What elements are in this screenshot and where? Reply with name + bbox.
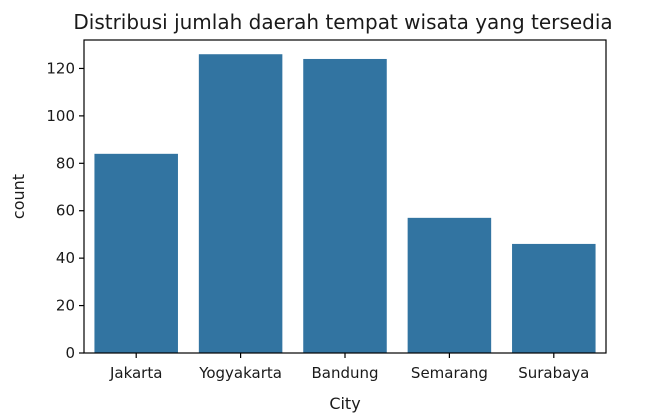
y-tick-label: 40 xyxy=(56,249,75,267)
bar-surabaya xyxy=(512,243,596,353)
bar-yogyakarta xyxy=(198,54,283,354)
bar-jakarta xyxy=(94,153,178,353)
y-tick-label: 0 xyxy=(65,344,75,362)
y-tick-label: 100 xyxy=(46,107,75,125)
x-axis-ticks: Jakarta Yogyakarta Bandung Semarang Surabaya xyxy=(109,353,589,382)
chart-title: Distribusi jumlah daerah tempat wisata y… xyxy=(73,10,612,34)
bar-bandung xyxy=(303,58,387,353)
plot-frame xyxy=(83,39,607,354)
x-axis-label: City xyxy=(329,394,360,413)
bars-group xyxy=(94,54,596,354)
x-tick-label: Yogyakarta xyxy=(198,364,282,382)
bar-semarang xyxy=(407,217,492,353)
y-tick-label: 80 xyxy=(56,154,75,172)
x-tick-label: Jakarta xyxy=(109,364,162,382)
y-tick-label: 60 xyxy=(56,202,75,220)
y-tick-label: 20 xyxy=(56,297,75,315)
x-tick-label: Semarang xyxy=(411,364,488,382)
y-tick-label: 120 xyxy=(46,59,75,77)
y-axis-ticks: 0 20 40 60 80 100 120 xyxy=(46,59,84,362)
y-axis-label: count xyxy=(9,174,28,219)
x-tick-label: Surabaya xyxy=(518,364,589,382)
x-tick-label: Bandung xyxy=(311,364,378,382)
